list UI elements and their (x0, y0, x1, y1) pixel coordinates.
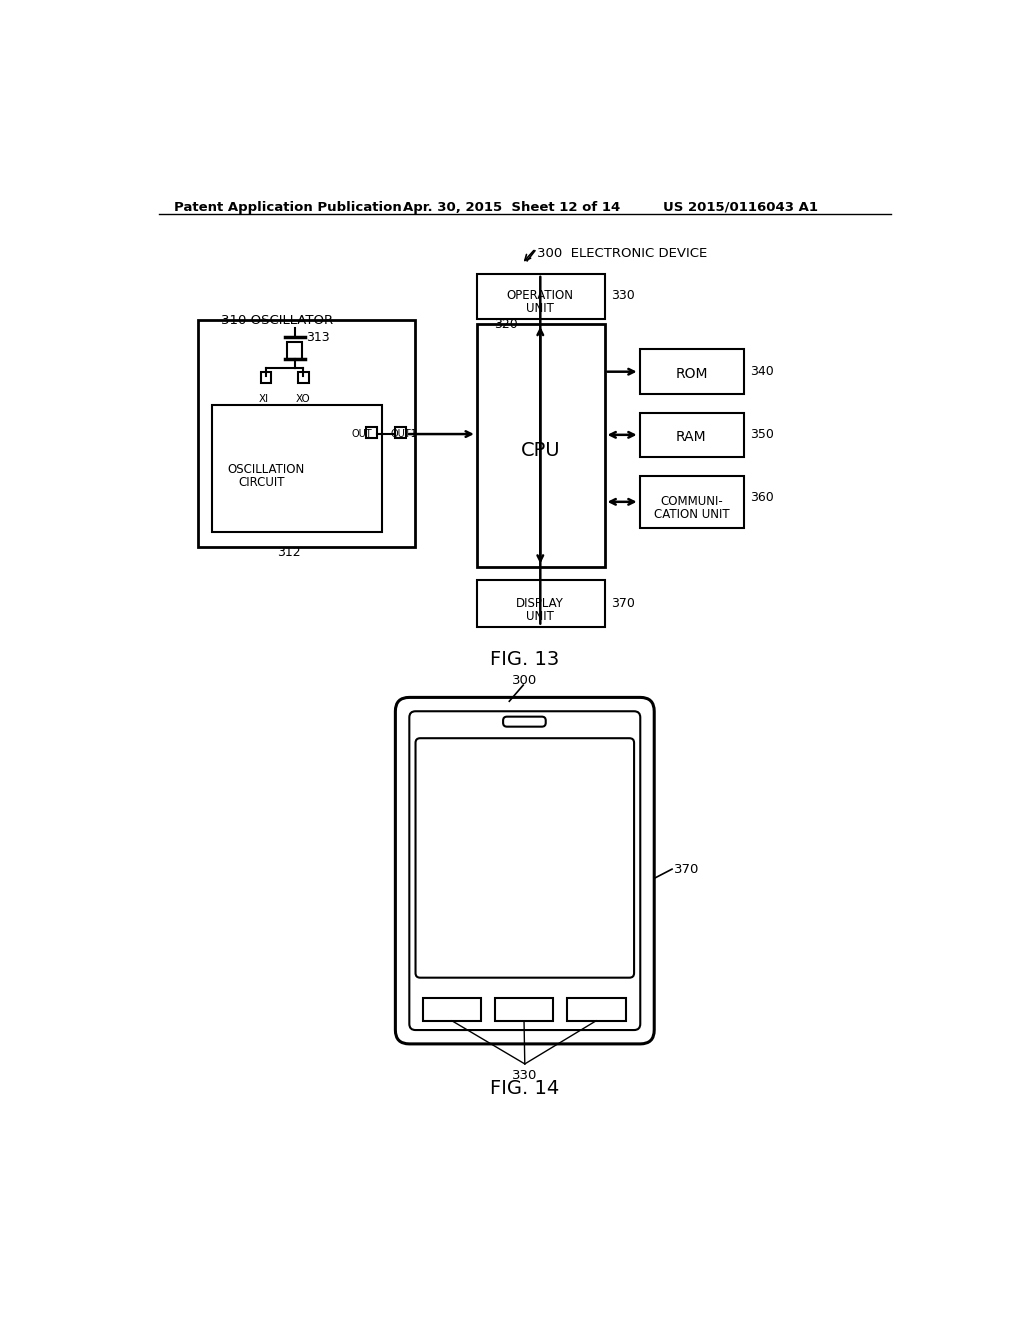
FancyBboxPatch shape (416, 738, 634, 978)
Text: OUT1: OUT1 (391, 429, 418, 438)
Text: 312: 312 (278, 545, 301, 558)
Bar (640, 475, 744, 528)
FancyBboxPatch shape (395, 697, 654, 1044)
Bar (567, 998, 626, 1020)
Bar (477, 323, 604, 566)
Text: 370: 370 (674, 863, 699, 876)
Text: UNIT: UNIT (526, 302, 554, 314)
Bar (640, 350, 744, 395)
Text: DISPLAY: DISPLAY (516, 598, 564, 610)
Bar (298, 372, 308, 383)
Bar (395, 428, 407, 438)
Text: 320: 320 (494, 318, 517, 331)
Text: ROM: ROM (675, 367, 708, 381)
Text: FIG. 13: FIG. 13 (490, 649, 559, 669)
Bar (198, 321, 415, 548)
Text: 330: 330 (512, 1069, 538, 1082)
Text: FIG. 14: FIG. 14 (490, 1078, 559, 1097)
Text: OUT: OUT (351, 429, 372, 438)
Text: CIRCUIT: CIRCUIT (239, 475, 286, 488)
Bar (496, 998, 554, 1020)
FancyBboxPatch shape (503, 717, 546, 726)
Text: 300  ELECTRONIC DEVICE: 300 ELECTRONIC DEVICE (538, 247, 708, 260)
Text: XI: XI (259, 395, 269, 404)
Text: OSCILLATION: OSCILLATION (227, 462, 304, 475)
Text: US 2015/0116043 A1: US 2015/0116043 A1 (663, 201, 818, 214)
Text: 360: 360 (751, 491, 774, 504)
Text: Apr. 30, 2015  Sheet 12 of 14: Apr. 30, 2015 Sheet 12 of 14 (403, 201, 621, 214)
Text: 340: 340 (751, 364, 774, 378)
Text: CATION UNIT: CATION UNIT (653, 508, 729, 521)
Text: 350: 350 (751, 428, 774, 441)
Bar (640, 413, 744, 457)
Text: UNIT: UNIT (526, 610, 554, 623)
Bar (477, 581, 604, 627)
Text: OPERATION: OPERATION (507, 289, 573, 302)
Text: 330: 330 (611, 289, 635, 302)
Text: COMMUNI-: COMMUNI- (660, 495, 723, 508)
Text: RAM: RAM (676, 430, 707, 444)
Bar (423, 998, 481, 1020)
Bar (260, 372, 271, 383)
Bar (212, 405, 382, 532)
Bar (477, 275, 604, 318)
Text: 310 OSCILLATOR: 310 OSCILLATOR (221, 314, 333, 327)
Text: 313: 313 (306, 331, 330, 345)
Text: 300: 300 (512, 675, 538, 688)
FancyBboxPatch shape (410, 711, 640, 1030)
Bar (287, 342, 302, 359)
Bar (366, 428, 377, 438)
Text: CPU: CPU (520, 441, 560, 461)
Text: XO: XO (296, 395, 311, 404)
Text: Patent Application Publication: Patent Application Publication (174, 201, 402, 214)
Text: 370: 370 (611, 598, 635, 610)
